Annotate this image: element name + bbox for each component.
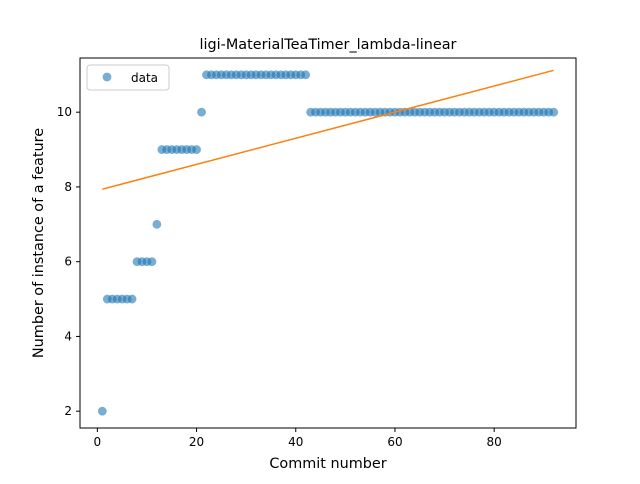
y-tick-label: 6 [64,255,72,269]
x-axis-label: Commit number [269,456,386,472]
data-point-11 [152,219,162,229]
data-point-19 [192,145,201,154]
data-point-10 [147,257,157,267]
chart-title: ligi-MaterialTeaTimer_lambda-linear [200,37,457,53]
data-point-0 [97,406,107,416]
y-axis-label: Number of instance of a feature [31,128,47,358]
data-point-91 [549,107,559,117]
x-tick-label: 20 [189,435,204,449]
trend-line [102,69,554,190]
data-point-20 [197,107,206,117]
legend-box [86,64,170,91]
data-point-41 [301,70,311,80]
y-tick-label: 4 [64,329,72,343]
x-tick-label: 60 [387,435,402,449]
x-tick-label: 40 [288,435,303,449]
plot-marks [97,69,559,416]
y-tick-label: 2 [64,404,72,418]
y-tick-label: 10 [57,105,72,119]
y-axis-ticks: 2 4 6 8 10 [57,105,80,418]
plot-frame [79,57,577,429]
y-tick-label: 8 [64,180,72,194]
legend-marker-data [102,72,112,82]
legend-label-data: data [131,71,158,85]
x-tick-label: 0 [94,435,102,449]
data-point-6 [127,294,137,304]
x-tick-label: 80 [487,435,502,449]
legend: data [86,64,170,91]
x-axis-ticks: 0 20 40 60 80 [94,428,502,449]
